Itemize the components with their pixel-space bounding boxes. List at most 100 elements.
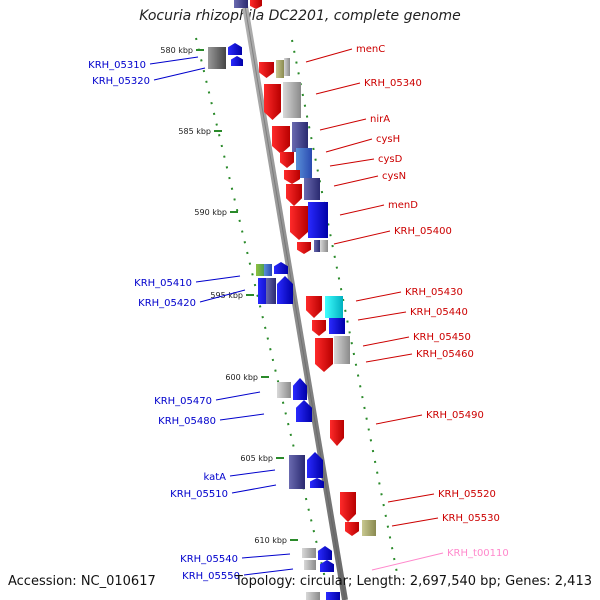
gene-arrow-reverse: [320, 560, 334, 572]
gene-arrow-forward: [272, 126, 290, 154]
gene-label-leader: [149, 56, 199, 65]
gene-block: [256, 264, 264, 276]
gene-label-leader: [305, 48, 353, 63]
gene-arrow-reverse: [310, 478, 324, 488]
gene-label-reverse: KRH_05480: [158, 416, 216, 427]
gene-label-forward: cysH: [376, 134, 400, 145]
gene-label-leader: [319, 118, 367, 131]
gene-arrow-forward: [290, 206, 308, 240]
gene-label-forward: nirA: [370, 114, 390, 125]
gene-label-leader: [391, 517, 439, 527]
gene-block: [329, 318, 345, 334]
gene-label-leader: [375, 414, 423, 425]
kbp-tick-label: 610 kbp: [254, 536, 287, 545]
gene-block: [306, 592, 320, 600]
gene-label-forward: KRH_05430: [405, 287, 463, 298]
gene-label-forward: menC: [356, 44, 385, 55]
genome-title: Kocuria rhizophila DC2201, complete geno…: [139, 8, 461, 24]
gene-label-reverse: KRH_05320: [92, 76, 150, 87]
gene-label-leader: [241, 553, 291, 559]
gene-arrow-reverse: [296, 400, 312, 422]
gene-arrow-forward: [259, 62, 274, 78]
gene-label-forward: KRH_05340: [364, 78, 422, 89]
gene-label-reverse: KRH_05510: [170, 489, 228, 500]
gene-label-forward: KRH_05440: [410, 307, 468, 318]
kbp-tick-label: 600 kbp: [225, 373, 258, 382]
gene-arrow-forward: [284, 170, 300, 184]
gene-label-forward: KRH_05490: [426, 410, 484, 421]
kbp-tick-label: 590 kbp: [194, 208, 227, 217]
gene-label-reverse: KRH_05420: [138, 298, 196, 309]
gene-label-forward: cysD: [378, 154, 403, 165]
gene-label-leader: [315, 82, 361, 95]
gene-label-forward: cysN: [382, 171, 406, 182]
gene-arrow-forward: [330, 420, 344, 446]
gene-block: [234, 0, 248, 8]
gene-label-reverse: KRH_05540: [180, 554, 238, 565]
gene-label-forward: KRH_05450: [413, 332, 471, 343]
gene-label-rna: KRH_t00110: [447, 548, 509, 559]
gene-block: [362, 520, 376, 536]
gene-label-reverse: KRH_05470: [154, 396, 212, 407]
gene-arrow-forward: [345, 522, 359, 536]
gene-label-leader: [195, 275, 241, 283]
gene-arrow-reverse: [274, 262, 288, 274]
gene-label-leader: [229, 469, 276, 477]
gene-label-leader: [153, 67, 206, 81]
gene-label-leader: [333, 175, 379, 187]
gene-arrow-forward: [315, 338, 333, 372]
gene-block: [266, 278, 276, 304]
kbp-tick-label: 585 kbp: [178, 127, 211, 136]
gene-label-leader: [219, 413, 265, 421]
gene-block: [264, 264, 272, 276]
gene-arrow-reverse: [307, 452, 323, 478]
gene-block: [334, 336, 350, 364]
gene-label-leader: [231, 484, 277, 494]
gene-block: [284, 58, 290, 76]
gene-arrow-forward: [280, 152, 294, 168]
gene-block: [304, 178, 320, 200]
gene-label-leader: [333, 230, 391, 245]
topology-text: Topology: circular; Length: 2,697,540 bp…: [234, 574, 592, 589]
gene-arrow-reverse: [231, 56, 243, 66]
gene-label-leader: [357, 311, 407, 321]
gene-label-leader: [243, 568, 294, 576]
gene-block: [314, 240, 320, 252]
gene-label-forward: KRH_05400: [394, 226, 452, 237]
gene-block: [283, 82, 301, 118]
gene-label-forward: KRH_05530: [442, 513, 500, 524]
gene-block: [208, 47, 226, 69]
gene-label-leader: [339, 204, 385, 216]
gene-block: [308, 202, 328, 238]
gene-block: [326, 592, 340, 600]
gene-arrow-forward: [297, 242, 311, 254]
gene-block: [292, 122, 308, 152]
kbp-tick-label: 595 kbp: [210, 291, 243, 300]
gene-label-reverse: KRH_05550: [182, 571, 240, 582]
gene-label-leader: [387, 493, 435, 503]
gene-block: [289, 455, 305, 489]
gene-arrow-reverse: [228, 43, 242, 55]
gene-label-forward: menD: [388, 200, 418, 211]
gene-label-leader: [371, 552, 444, 571]
gene-label-leader: [199, 289, 246, 303]
gene-label-forward: KRH_05460: [416, 349, 474, 360]
gene-label-reverse: katA: [203, 472, 226, 483]
kbp-tick-label: 605 kbp: [240, 454, 273, 463]
gene-arrow-reverse: [293, 378, 307, 400]
gene-arrow-forward: [264, 84, 281, 120]
gene-label-leader: [329, 158, 375, 167]
gene-label-leader: [325, 138, 373, 153]
gene-arrow-forward: [340, 492, 356, 522]
accession-text: Accession: NC_010617: [8, 574, 156, 589]
gene-label-forward: KRH_05520: [438, 489, 496, 500]
gene-arrow-reverse: [318, 546, 332, 560]
gene-block: [277, 382, 291, 398]
gene-arrow-forward: [312, 320, 326, 336]
gene-arrow-forward: [250, 0, 262, 9]
kbp-tick-label: 580 kbp: [160, 46, 193, 55]
gene-block: [276, 60, 284, 78]
gene-label-leader: [355, 291, 402, 302]
gene-arrow-forward: [286, 184, 302, 206]
